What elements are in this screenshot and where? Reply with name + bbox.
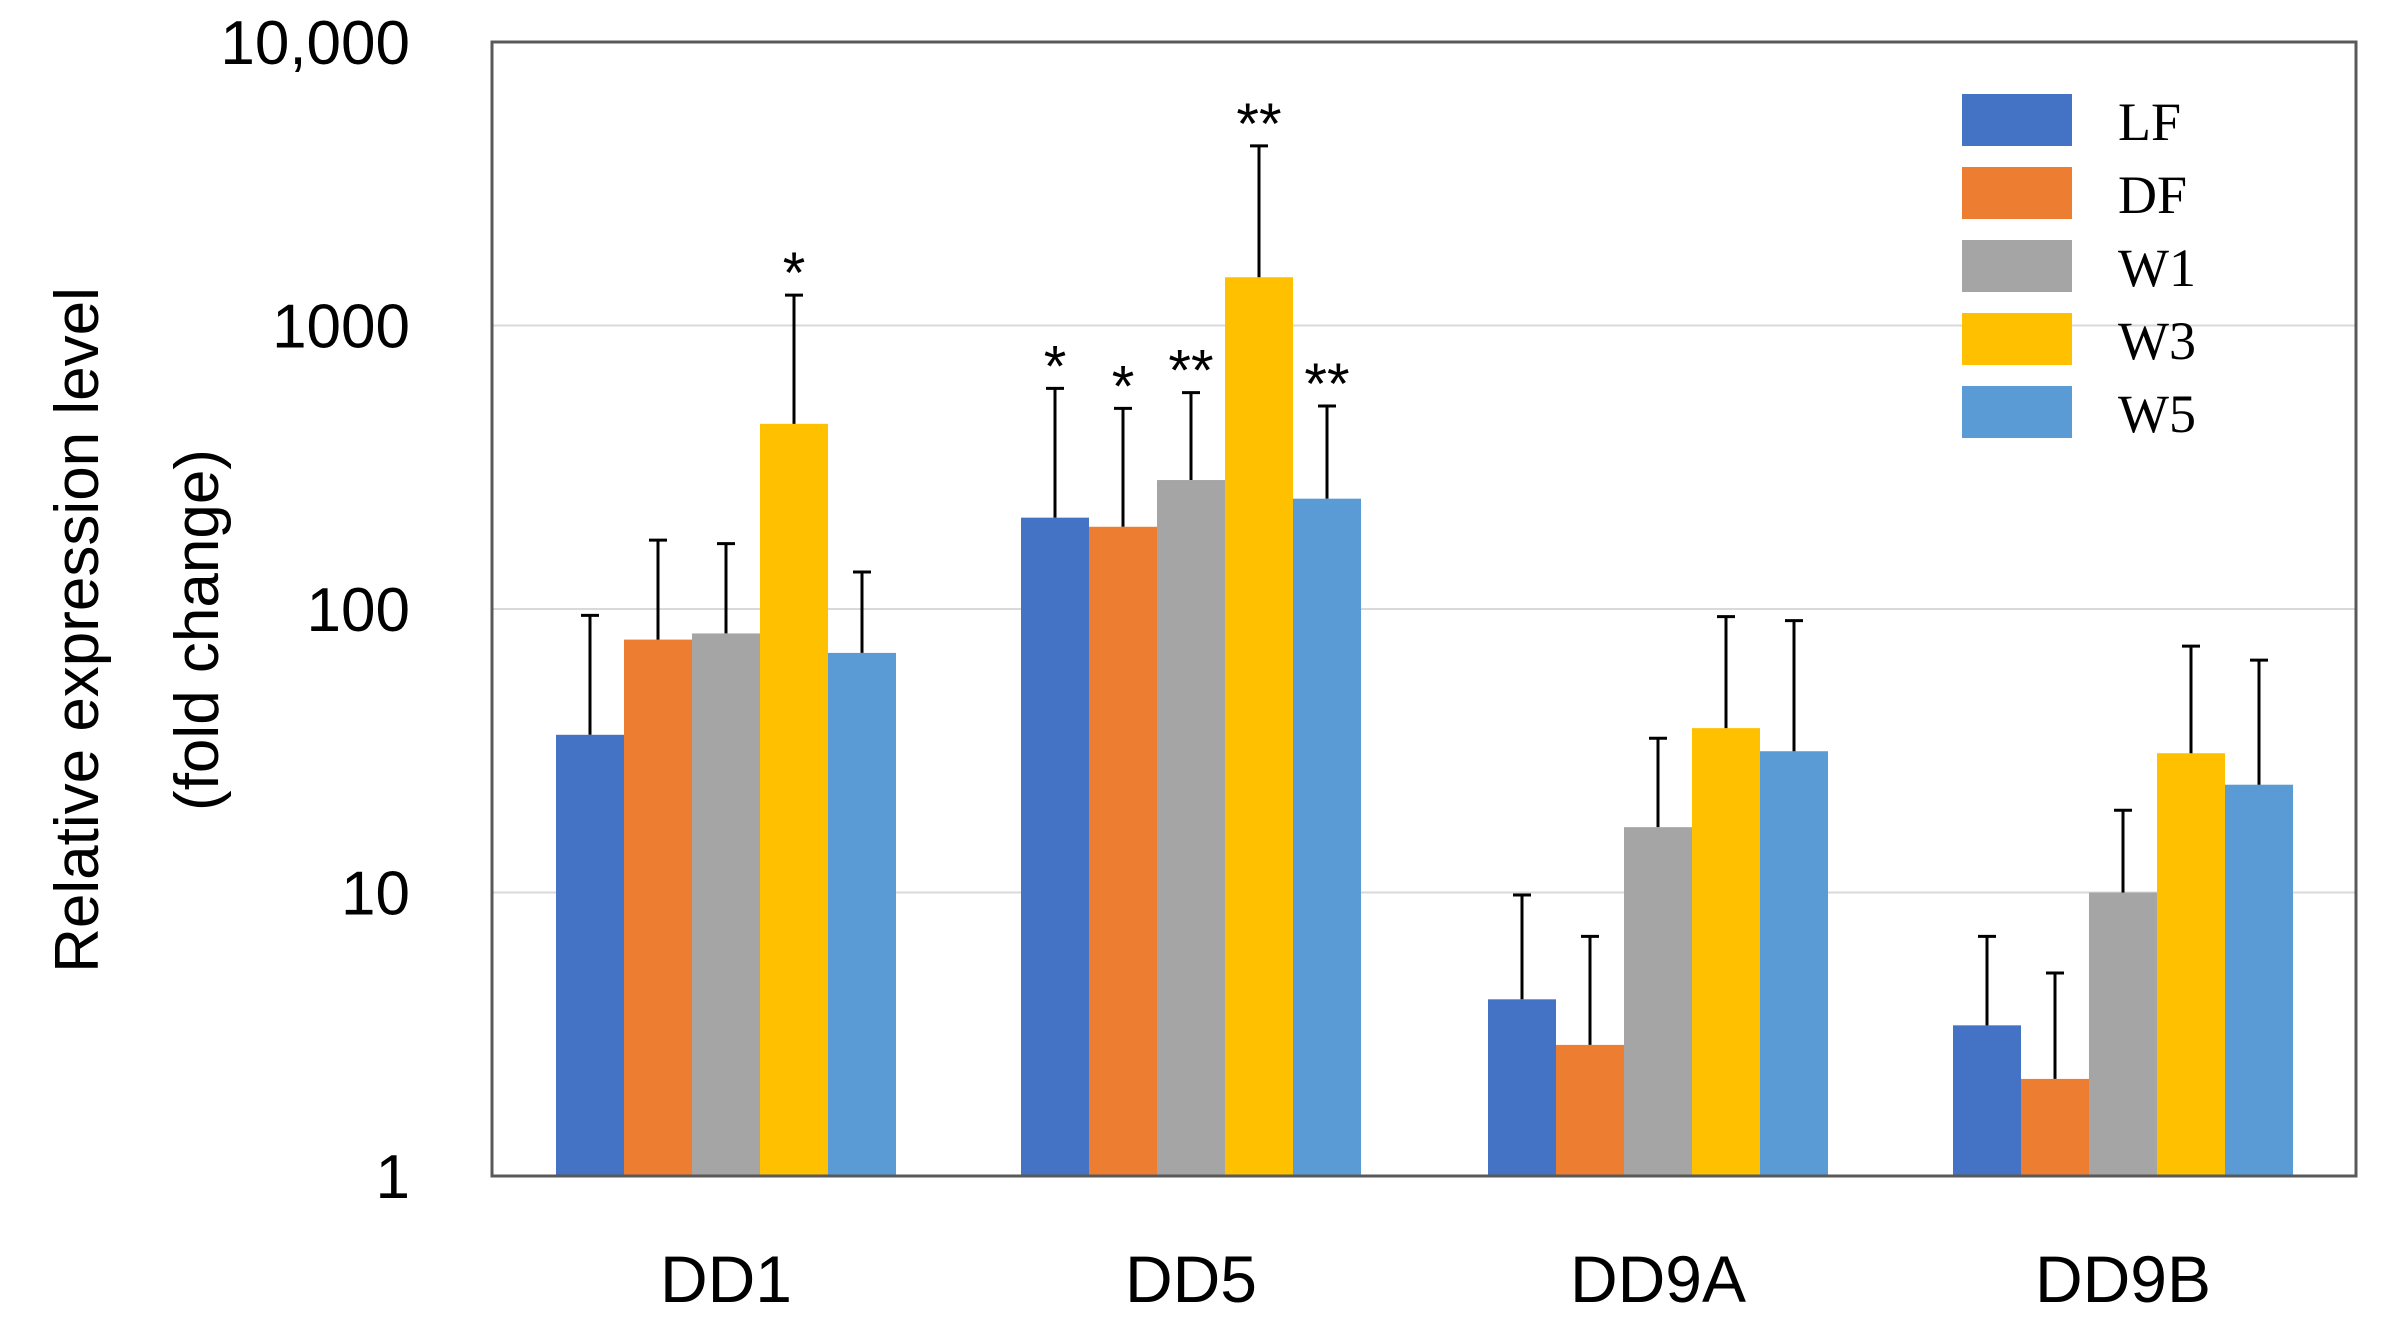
y-axis-label-line1: Relative expression level: [43, 287, 112, 973]
bar-w1-dd9a: [1624, 827, 1692, 1176]
significance-mark: *: [783, 241, 806, 306]
bar-w5-dd9b: [2225, 784, 2293, 1176]
x-tick-label: DD5: [1125, 1242, 1257, 1316]
legend-label-w5: W5: [2118, 384, 2196, 444]
bar-lf-dd1: [556, 734, 624, 1176]
x-tick-label: DD9A: [1570, 1242, 1746, 1316]
bar-w3-dd1: [760, 423, 828, 1177]
legend-label-w1: W1: [2118, 238, 2196, 298]
bar-w3-dd9b: [2157, 753, 2225, 1176]
significance-mark: **: [1168, 339, 1213, 404]
bar-w5-dd9a: [1760, 751, 1828, 1176]
legend-swatch-lf: [1962, 94, 2072, 146]
bar-df-dd1: [624, 639, 692, 1176]
bar-lf-dd5: [1021, 517, 1089, 1176]
legend-swatch-w3: [1962, 313, 2072, 365]
significance-mark: **: [1236, 92, 1281, 157]
plot-area-frame: [490, 40, 2358, 1178]
bar-lf-dd9b: [1953, 1025, 2021, 1176]
legend: LF DF W1 W3 W5: [1962, 92, 2196, 444]
bar-w5-dd1: [828, 652, 896, 1176]
legend-swatch-w1: [1962, 240, 2072, 292]
significance-mark: *: [1044, 334, 1067, 399]
y-axis-label-line2: (fold change): [163, 449, 232, 811]
bar-w1-dd1: [692, 633, 760, 1176]
bar-w1-dd5: [1157, 480, 1225, 1176]
bar-w1-dd9b: [2089, 892, 2157, 1176]
y-axis: 1 10 100 1000 10,000: [220, 9, 410, 1212]
y-tick-label: 10: [341, 860, 410, 929]
significance-mark: *: [1112, 354, 1135, 419]
significance-markers: ** * ******: [783, 92, 1350, 419]
legend-label-df: DF: [2118, 165, 2187, 225]
bar-df-dd9a: [1556, 1044, 1624, 1176]
legend-swatch-w5: [1962, 386, 2072, 438]
x-tick-label: DD1: [660, 1242, 792, 1316]
legend-label-w3: W3: [2118, 311, 2196, 371]
y-tick-label: 1000: [272, 293, 410, 362]
bars: [556, 277, 2293, 1177]
bar-df-dd5: [1089, 526, 1157, 1176]
bar-w5-dd5: [1293, 498, 1361, 1177]
legend-swatch-df: [1962, 167, 2072, 219]
y-tick-label: 10,000: [220, 9, 410, 78]
x-axis: DD1 DD5 DD9A DD9B: [660, 1242, 2211, 1316]
legend-label-lf: LF: [2118, 92, 2181, 152]
bar-w3-dd5: [1225, 277, 1293, 1176]
error-bars: [581, 144, 2268, 1079]
y-tick-label: 100: [307, 576, 410, 645]
significance-mark: **: [1304, 352, 1349, 417]
bar-df-dd9b: [2021, 1078, 2089, 1176]
bar-w3-dd9a: [1692, 728, 1760, 1176]
bar-lf-dd9a: [1488, 999, 1556, 1176]
x-tick-label: DD9B: [2035, 1242, 2211, 1316]
y-tick-label: 1: [376, 1143, 410, 1212]
